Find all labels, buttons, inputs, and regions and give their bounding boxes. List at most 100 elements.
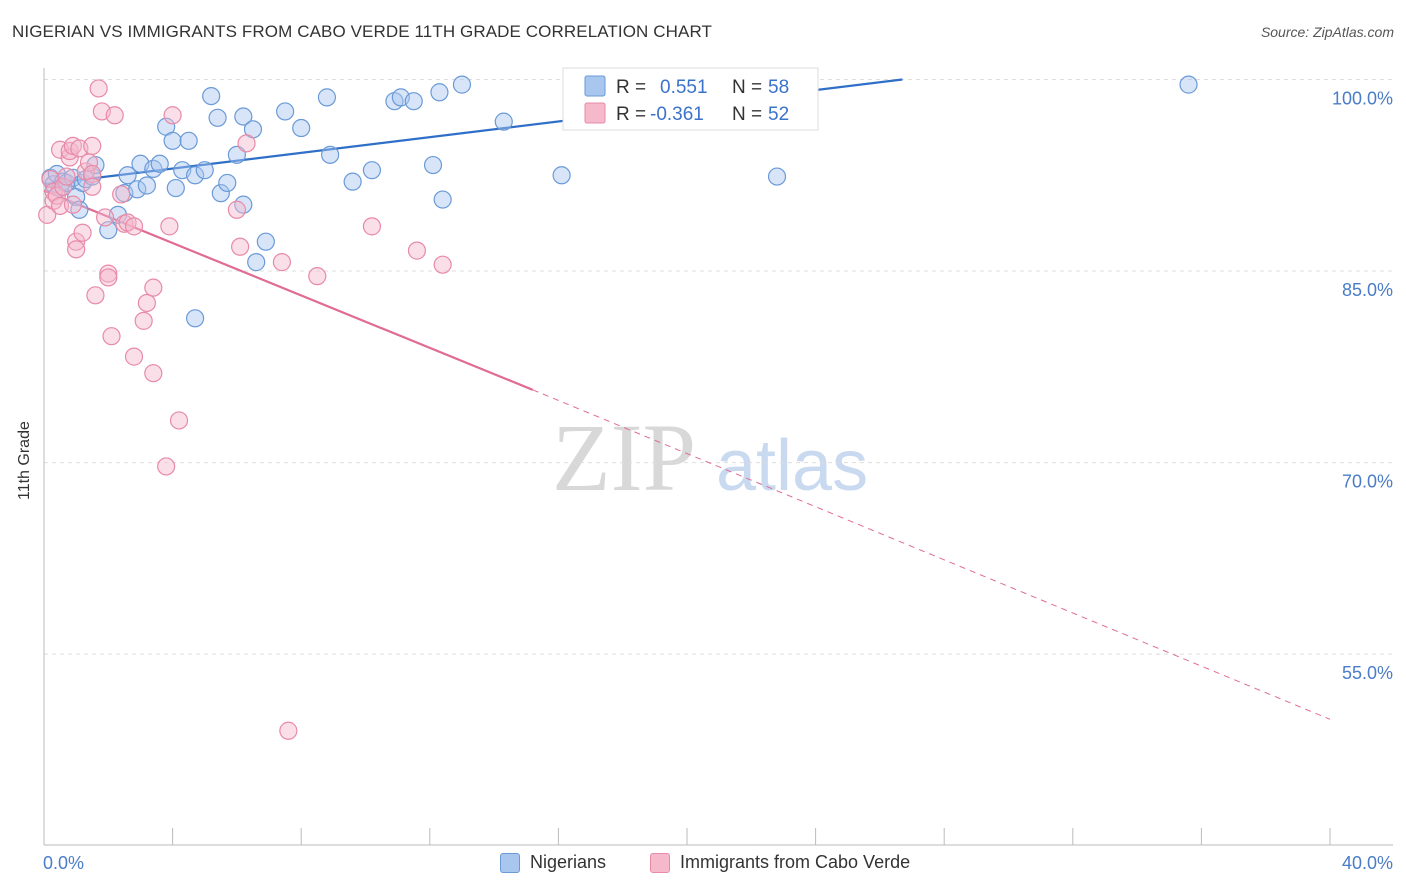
data-point-cabo-verde (50, 196, 70, 216)
data-point-nigerians (430, 83, 449, 102)
y-tick-label: 70.0% (1342, 472, 1393, 492)
gridlines (44, 79, 1392, 655)
data-point-cabo-verde (89, 79, 108, 98)
trend-lines (43, 78, 1331, 720)
data-point-cabo-verde (47, 186, 66, 205)
data-point-nigerians (166, 178, 185, 198)
data-point-cabo-verde (157, 457, 176, 476)
legend-n-value: 58 (768, 77, 789, 98)
bottom-legend: Nigerians Immigrants from Cabo Verde (0, 852, 1406, 878)
legend-swatch-nigerians (584, 75, 606, 97)
data-point-nigerians (208, 108, 227, 127)
y-tick-label: 85.0% (1342, 280, 1393, 300)
data-point-cabo-verde (83, 177, 102, 196)
data-point-cabo-verde (99, 264, 118, 283)
legend-r-value: -0.361 (650, 104, 704, 125)
data-point-nigerians (362, 161, 382, 180)
y-tick-label: 55.0% (1342, 663, 1393, 683)
data-point-cabo-verde (112, 185, 131, 204)
data-point-cabo-verde (362, 217, 382, 236)
data-point-nigerians (218, 173, 237, 193)
data-point-cabo-verde (124, 217, 144, 236)
data-point-nigerians (195, 161, 214, 180)
data-point-cabo-verde (134, 311, 153, 330)
data-point-cabo-verde (83, 136, 102, 156)
watermark-atlas: atlas (716, 426, 868, 506)
data-point-nigerians (234, 107, 253, 126)
data-point-nigerians (186, 166, 205, 185)
data-point-cabo-verde (83, 164, 102, 184)
legend-r-label: R = (616, 104, 646, 125)
cabo-verde-swatch (650, 852, 670, 873)
data-point-cabo-verde (237, 134, 256, 153)
data-point-cabo-verde (99, 268, 118, 287)
data-point-cabo-verde (160, 217, 179, 236)
data-point-nigerians (247, 253, 266, 272)
data-point-nigerians (1179, 75, 1198, 94)
data-point-nigerians (202, 87, 221, 106)
data-point-nigerians (186, 309, 205, 328)
data-point-cabo-verde (73, 223, 92, 242)
data-point-nigerians (118, 166, 137, 185)
data-point-cabo-verde (308, 267, 327, 286)
legend-r-label: R = (616, 77, 646, 98)
data-point-cabo-verde (105, 106, 124, 125)
legend-item-cabo-verde: Immigrants from Cabo Verde (650, 852, 910, 873)
data-point-nigerians (211, 184, 230, 203)
data-point-nigerians (404, 92, 423, 111)
legend-item-nigerians: Nigerians (500, 852, 606, 873)
data-point-cabo-verde (163, 106, 182, 125)
data-point-cabo-verde (86, 286, 105, 305)
legend-n-label: N = (732, 77, 762, 98)
data-point-cabo-verde (95, 208, 115, 227)
legend-label-nigerians: Nigerians (530, 852, 607, 872)
axes: 55.0% 70.0% 85.0% 100.0% (43, 68, 1393, 846)
data-point-nigerians (179, 131, 198, 150)
data-point-nigerians (343, 172, 362, 191)
data-point-nigerians (433, 190, 452, 209)
chart-title: NIGERIAN VS IMMIGRANTS FROM CABO VERDE 1… (12, 22, 713, 41)
data-point-cabo-verde (279, 721, 298, 740)
nigerians-swatch (500, 852, 520, 873)
data-point-nigerians (256, 232, 275, 251)
data-point-cabo-verde (137, 293, 156, 313)
data-point-cabo-verde (57, 167, 76, 186)
data-point-nigerians (317, 88, 337, 107)
legend-label-cabo-verde: Immigrants from Cabo Verde (680, 852, 911, 872)
data-point-nigerians (128, 180, 147, 199)
data-point-cabo-verde (231, 237, 250, 256)
data-point-cabo-verde (272, 253, 292, 272)
trend-line-dashed-pink (532, 389, 1331, 720)
data-point-cabo-verde (407, 241, 427, 260)
source-label: Source: ZipAtlas.com (1260, 24, 1394, 40)
data-point-nigerians (163, 131, 182, 150)
data-point-cabo-verde (67, 232, 86, 251)
data-point-cabo-verde (144, 364, 163, 383)
y-tick-label: 100.0% (1332, 89, 1393, 109)
data-point-nigerians (423, 155, 443, 175)
data-point-nigerians (494, 112, 513, 131)
data-point-cabo-verde (54, 177, 73, 196)
data-point-nigerians (452, 75, 472, 94)
data-point-nigerians (276, 102, 295, 121)
data-point-nigerians (767, 167, 787, 186)
data-point-nigerians (552, 166, 571, 185)
x-tick-label-max: 40.0% (1342, 853, 1393, 873)
data-point-nigerians (292, 118, 311, 138)
data-point-cabo-verde (63, 195, 83, 214)
data-point-cabo-verde (433, 255, 452, 274)
data-point-nigerians (137, 176, 156, 195)
legend-box: R = 0.551 N = 58 R = -0.361 N = 52 (562, 67, 819, 131)
data-point-cabo-verde (124, 347, 144, 366)
legend-n-value: 52 (768, 104, 789, 125)
x-tick-label-min: 0.0% (43, 853, 84, 873)
data-point-cabo-verde (169, 411, 189, 430)
legend-n-label: N = (732, 104, 762, 125)
data-point-cabo-verde (144, 278, 163, 297)
data-point-cabo-verde (227, 200, 246, 219)
data-point-cabo-verde (102, 327, 121, 346)
data-point-nigerians (150, 154, 169, 173)
watermark-zip: ZIP (552, 404, 696, 511)
data-point-cabo-verde (67, 240, 86, 259)
